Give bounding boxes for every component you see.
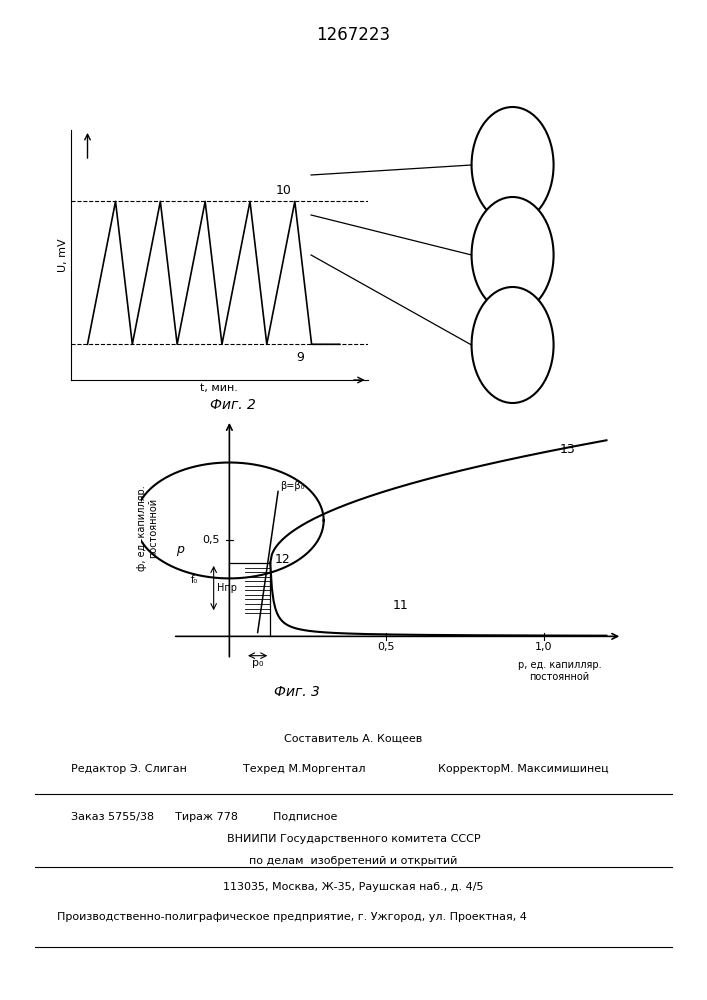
- Text: 9: 9: [296, 351, 304, 364]
- Text: Фиг. 2: Фиг. 2: [211, 398, 256, 412]
- Text: 12: 12: [275, 553, 291, 566]
- Text: Производственно-полиграфическое предприятие, г. Ужгород, ул. Проектная, 4: Производственно-полиграфическое предприя…: [57, 912, 527, 922]
- Text: 1,0: 1,0: [535, 642, 552, 652]
- X-axis label: t, мин.: t, мин.: [200, 383, 238, 393]
- Text: Редактор Э. Слиган: Редактор Э. Слиган: [71, 764, 187, 774]
- Text: 11: 11: [393, 599, 409, 612]
- Bar: [508, 220, 518, 290]
- Text: КорректорМ. Максимишинец: КорректорМ. Максимишинец: [438, 764, 609, 774]
- Text: р: р: [176, 543, 184, 556]
- Text: 10: 10: [276, 184, 291, 197]
- Text: 0,5: 0,5: [202, 535, 220, 545]
- Text: ВНИИПИ Государственного комитета СССР: ВНИИПИ Государственного комитета СССР: [227, 834, 480, 844]
- Text: 0,5: 0,5: [378, 642, 395, 652]
- Text: β=β₀: β=β₀: [280, 481, 304, 491]
- Text: Техред М.Моргентал: Техред М.Моргентал: [243, 764, 366, 774]
- Text: f₀: f₀: [191, 575, 198, 585]
- Text: Заказ 5755/38      Тираж 778          Подписное: Заказ 5755/38 Тираж 778 Подписное: [71, 812, 337, 822]
- Text: 113035, Москва, Ж-35, Раушская наб., д. 4/5: 113035, Москва, Ж-35, Раушская наб., д. …: [223, 882, 484, 892]
- Text: р, ед. капилляр.
постоянной: р, ед. капилляр. постоянной: [518, 660, 601, 682]
- Text: Фиг. 3: Фиг. 3: [274, 685, 320, 699]
- Text: Составитель А. Кощеев: Составитель А. Кощеев: [284, 734, 423, 744]
- Bar: [495, 269, 530, 290]
- Y-axis label: U, mV: U, mV: [58, 238, 68, 272]
- Text: Hпр: Hпр: [217, 583, 237, 593]
- Text: р₀: р₀: [252, 658, 264, 668]
- Text: 1267223: 1267223: [317, 26, 390, 44]
- Bar: [508, 130, 518, 161]
- Text: 13: 13: [559, 443, 575, 456]
- Text: ф, ед. капилляр.
постоянной: ф, ед. капилляр. постоянной: [137, 485, 158, 571]
- Bar: [495, 342, 530, 380]
- Text: по делам  изобретений и открытий: по делам изобретений и открытий: [250, 856, 457, 866]
- Bar: [508, 310, 518, 380]
